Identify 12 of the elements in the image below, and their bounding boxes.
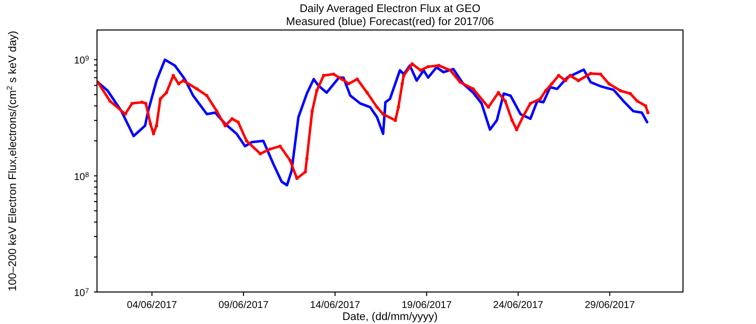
x-tick-label: 29/06/2017 — [584, 300, 636, 311]
x-tick-label: 04/06/2017 — [126, 300, 178, 311]
y-tick-label: 10$^{9}$ — [74, 55, 90, 67]
y-tick-label: 10$^{7}$ — [74, 288, 90, 299]
y-tick-label: 10$^{8}$ — [74, 171, 90, 183]
x-tick-label: 09/06/2017 — [218, 300, 269, 311]
chart-subtitle: Measured (blue) Forecast(red) for 2017/06 — [286, 16, 494, 28]
x-tick-label: 14/06/2017 — [310, 300, 361, 311]
x-tick-label: 24/06/2017 — [493, 300, 544, 311]
x-tick-label: 19/06/2017 — [402, 300, 452, 311]
chart-title: Daily Averaged Electron Flux at GEO — [300, 3, 481, 15]
x-axis-title: Date, (dd/mm/yyyy) — [342, 311, 438, 323]
